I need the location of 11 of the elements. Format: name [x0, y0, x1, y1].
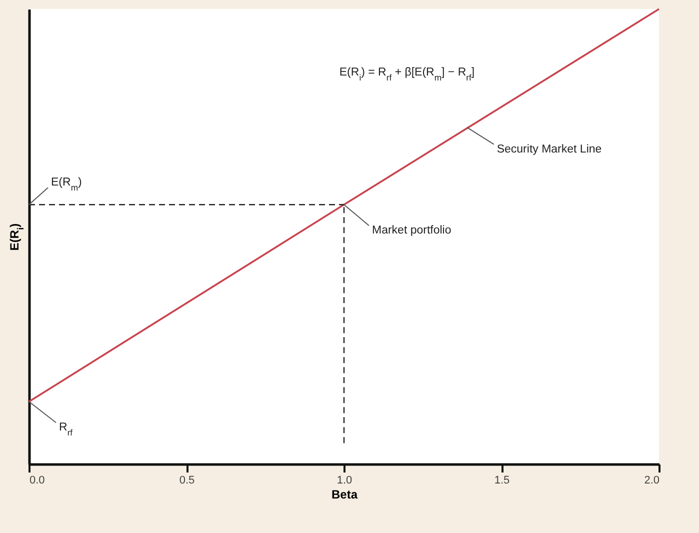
annotation: Market portfolio	[372, 224, 452, 237]
x-tick-label: 0.0	[30, 474, 45, 486]
text: E(R$_{i}$) = R$_{rf}$ + β[E(R$_{m}$] − R$_{rf}$]	[339, 66, 475, 83]
x-axis-title: Beta	[331, 488, 358, 502]
x-tick-label: 1.0	[336, 474, 352, 486]
x-tick-label: 2.0	[644, 474, 660, 486]
annotation: Security Market Line	[496, 143, 602, 156]
x-tick-label: 0.5	[179, 474, 195, 486]
x-tick-label: 1.5	[494, 474, 510, 486]
annotation: E(R$_{m}$)	[51, 176, 82, 193]
annotation: R$_{rf}$	[59, 422, 74, 438]
